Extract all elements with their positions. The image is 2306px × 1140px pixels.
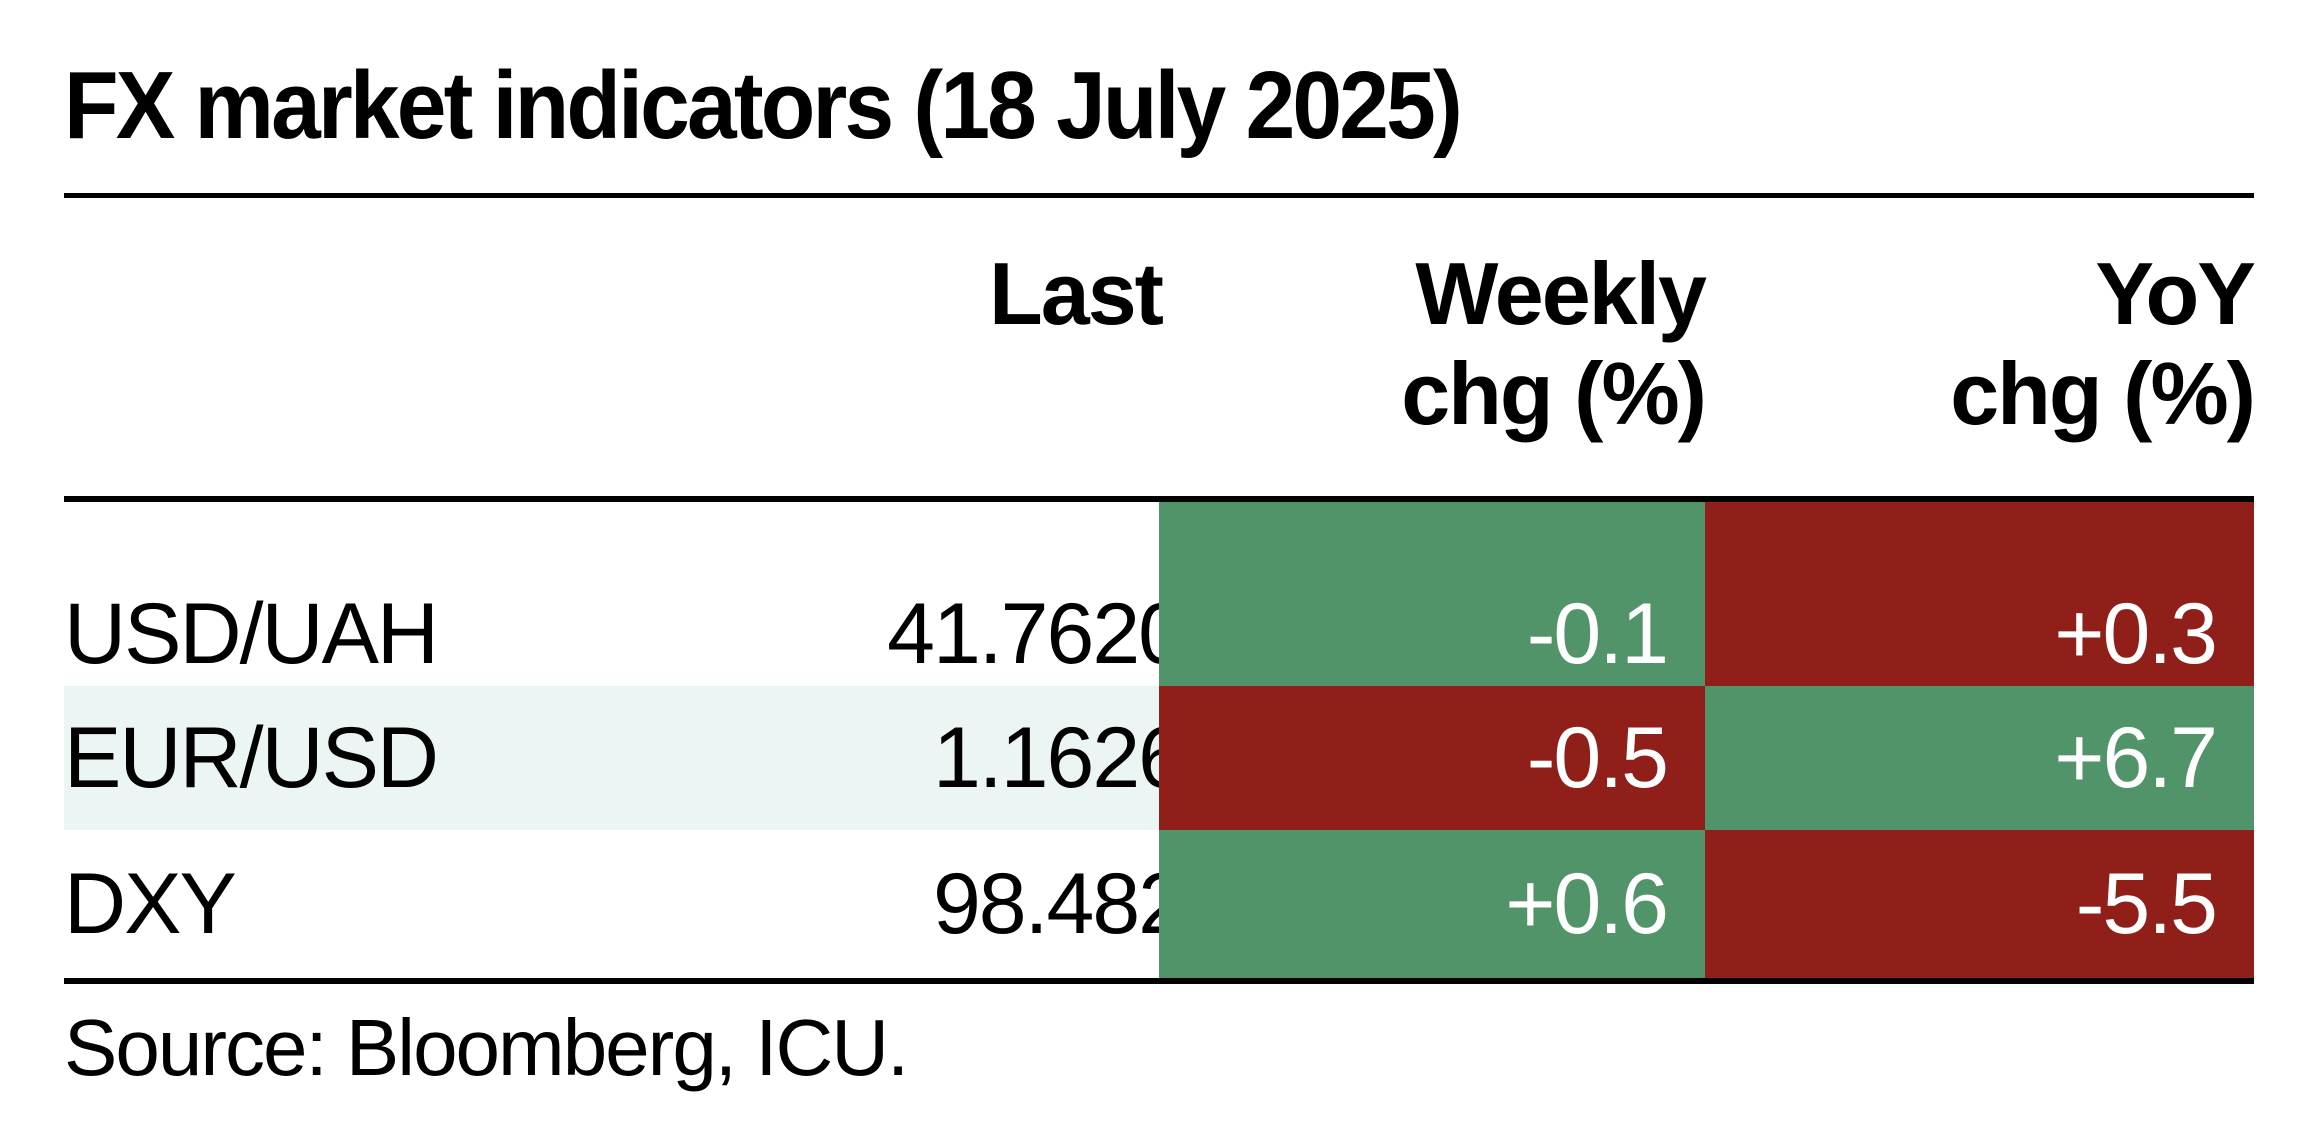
- row-last-cell: 98.482: [932, 856, 1186, 952]
- row-yoy-cell: +0.3: [1705, 502, 2254, 686]
- header-yoy-line2: chg (%): [1950, 344, 2256, 443]
- row-yoy-cell: +6.7: [1705, 686, 2254, 830]
- row-yoy-cell: -5.5: [1705, 830, 2254, 978]
- header-weekly-line2: chg (%): [1401, 344, 1707, 443]
- bottom-divider: [64, 978, 2254, 984]
- row-weekly-cell: -0.5: [1159, 686, 1705, 830]
- header-weekly-line1: Weekly: [1415, 244, 1707, 343]
- table-row: USD/UAH 41.7620 -0.1 +0.3: [64, 502, 2254, 686]
- table-row: DXY 98.482 +0.6 -5.5: [64, 830, 2254, 978]
- row-name-cell: DXY: [64, 856, 237, 952]
- header-divider: [64, 496, 2254, 502]
- page-title: FX market indicators (18 July 2025): [64, 52, 1463, 159]
- header-last: Last: [989, 244, 1164, 344]
- table-row: EUR/USD 1.1626 -0.5 +6.7: [64, 686, 2254, 830]
- row-weekly-cell: -0.1: [1159, 502, 1705, 686]
- header-weekly: Weekly chg (%): [1401, 244, 1707, 444]
- row-name-cell: EUR/USD: [64, 710, 439, 806]
- row-last-cell: 1.1626: [932, 710, 1186, 806]
- header-last-label: Last: [989, 244, 1164, 343]
- row-name-cell: USD/UAH: [64, 586, 439, 682]
- row-weekly-cell: +0.6: [1159, 830, 1705, 978]
- row-last-cell: 41.7620: [887, 586, 1186, 682]
- source-note: Source: Bloomberg, ICU.: [64, 1003, 909, 1092]
- header-yoy-line1: YoY: [2095, 244, 2256, 343]
- header-yoy: YoY chg (%): [1950, 244, 2256, 444]
- top-divider: [64, 193, 2254, 198]
